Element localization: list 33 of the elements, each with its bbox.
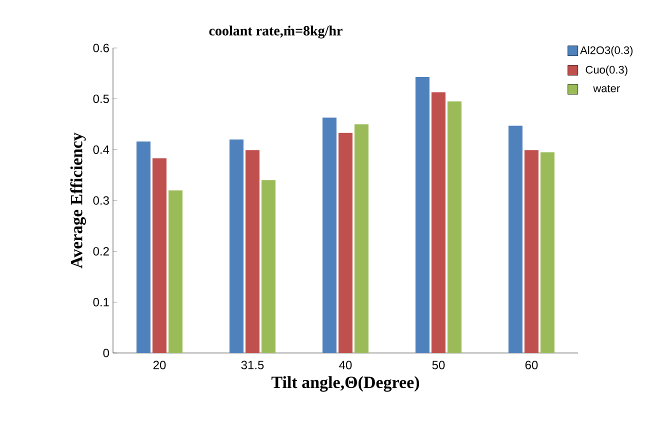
bar xyxy=(262,180,276,353)
y-tick-label: 0.2 xyxy=(93,247,109,256)
bar xyxy=(246,150,260,353)
bar xyxy=(524,150,538,353)
y-tick-label: 0.4 xyxy=(93,145,110,154)
bar xyxy=(168,190,183,353)
bar xyxy=(448,101,462,353)
legend-label: Al2O3(0.3) xyxy=(580,46,633,56)
bar xyxy=(152,158,167,353)
bar xyxy=(415,76,430,353)
x-tick-label: 60 xyxy=(525,360,538,370)
chart-title: coolant rate,ṁ=8kg/hr xyxy=(209,26,342,38)
x-tick-label: 31.5 xyxy=(241,360,264,370)
x-tick-label: 20 xyxy=(153,360,166,370)
bar xyxy=(338,132,352,353)
y-tick-label: 0.1 xyxy=(93,298,109,306)
bar xyxy=(136,142,151,353)
legend-label: water xyxy=(593,85,620,92)
x-tick-label: 40 xyxy=(339,360,352,370)
y-tick-label: 0 xyxy=(103,348,110,358)
y-axis-title: Average Efficiency xyxy=(70,132,86,268)
y-tick-label: 0.6 xyxy=(93,44,109,52)
legend-label: Cuo(0.3) xyxy=(586,66,628,76)
y-tick-label: 0.3 xyxy=(93,196,109,205)
bar xyxy=(354,124,368,353)
bar xyxy=(540,152,554,353)
y-tick-label: 0.5 xyxy=(93,94,109,104)
bar xyxy=(432,92,446,353)
x-axis-title: Tilt angle,Θ(Degree) xyxy=(271,376,420,392)
x-tick-label: 50 xyxy=(432,360,445,370)
bar xyxy=(322,118,336,353)
bar xyxy=(230,139,244,353)
bar xyxy=(508,126,522,353)
